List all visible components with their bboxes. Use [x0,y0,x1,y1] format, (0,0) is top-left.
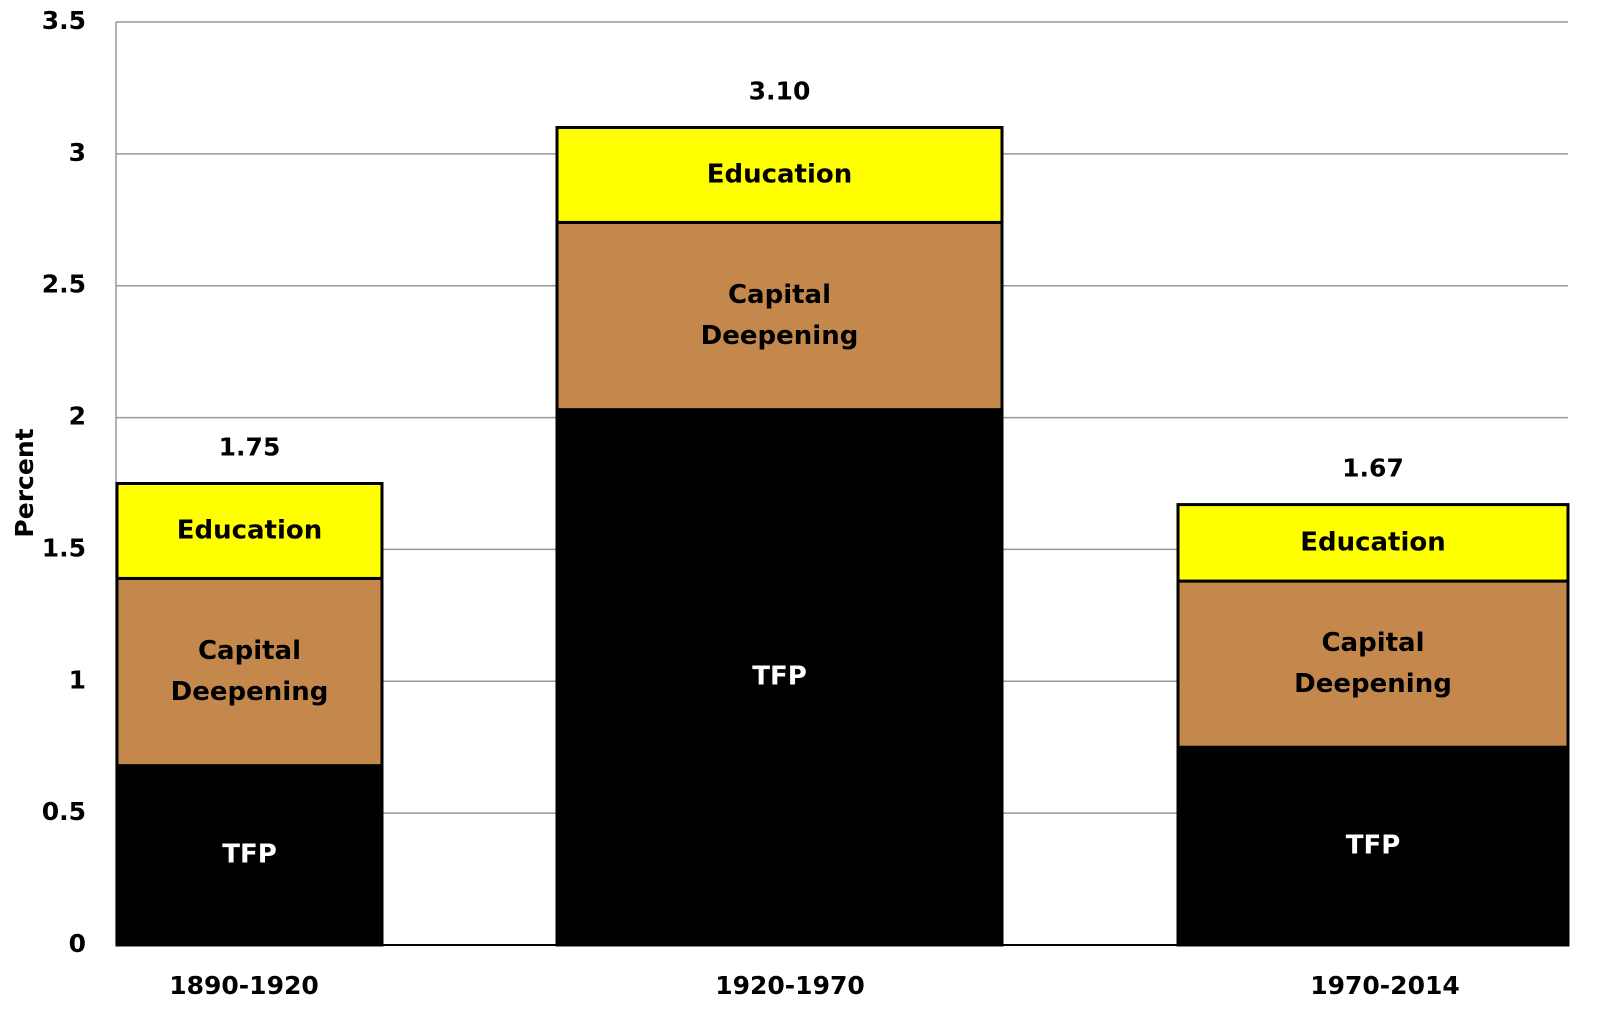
segment-label: Education [176,515,323,546]
bar-segment [115,764,384,947]
y-tick-label: 0.5 [42,797,86,826]
bar-segment [555,125,1004,224]
x-tick-label: 1970-2014 [1310,971,1460,1000]
x-tick-label: 1920-1970 [715,971,865,1000]
total-label: 1.67 [1342,454,1404,483]
segment-label: Education [706,159,853,190]
y-tick-label: 1.5 [42,533,86,562]
y-tick-label: 2 [69,402,86,431]
y-tick-label: 3.5 [42,6,86,35]
segment-label: TFP [752,661,807,692]
y-tick-label: 1 [69,665,86,694]
bar-segment [1176,745,1570,947]
bar-segment [115,482,384,580]
y-tick-label: 0 [69,929,86,958]
segment-label: Capital Deepening [170,636,329,708]
bar-segment [555,220,1004,412]
total-label: 1.75 [219,433,281,462]
bar-segment [1176,503,1570,583]
segment-label: Capital Deepening [1294,628,1452,700]
total-label: 3.10 [749,76,811,105]
bar-segment [555,408,1004,947]
segment-label: TFP [222,839,277,870]
y-tick-label: 2.5 [42,270,86,299]
y-axis-label: Percent [10,428,39,537]
y-tick-label: 3 [69,138,86,167]
segment-label: Education [1300,527,1446,558]
segment-label: Capital Deepening [700,280,859,352]
segment-label: TFP [1345,830,1401,861]
x-tick-label: 1890-1920 [169,971,319,1000]
